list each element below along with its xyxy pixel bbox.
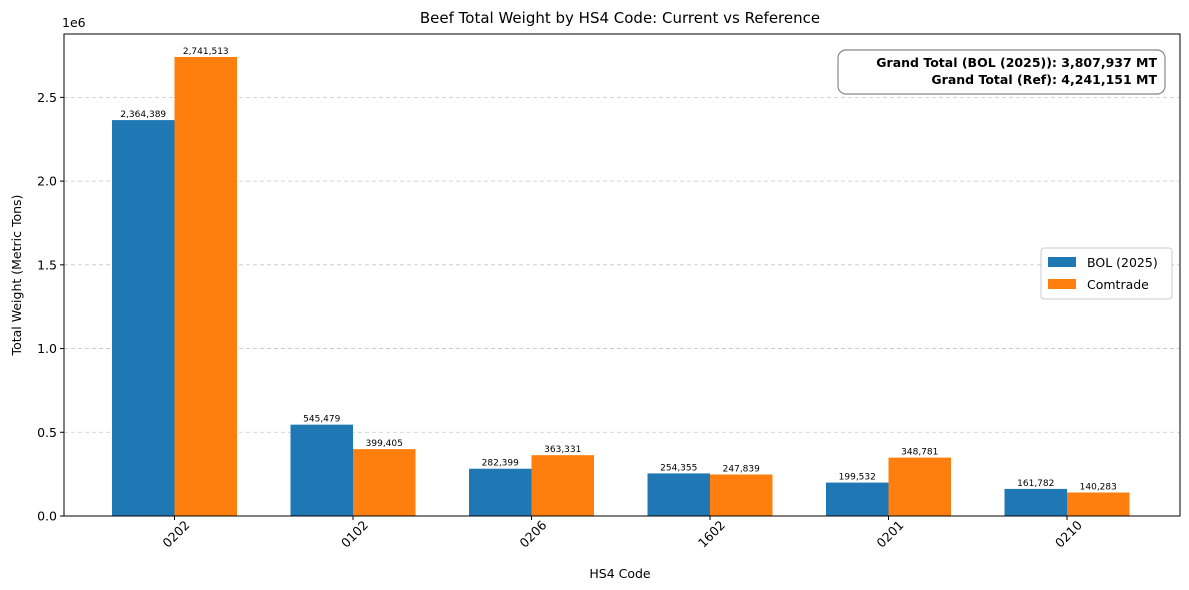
bar-bol bbox=[826, 482, 889, 516]
y-tick-label: 2.0 bbox=[37, 174, 57, 189]
bar-value-label: 161,782 bbox=[1017, 479, 1054, 489]
legend: BOL (2025) Comtrade bbox=[1040, 247, 1173, 300]
annotation-line-2: Grand Total (Ref): 4,241,151 MT bbox=[931, 72, 1157, 87]
bar-value-labels: 2,364,389 2,741,513 545,479 399,405 282,399 3… bbox=[120, 47, 1117, 493]
bar-comtrade bbox=[888, 457, 951, 516]
bar-comtrade bbox=[174, 56, 237, 517]
y-tick-label: 0.5 bbox=[37, 425, 57, 440]
y-axis: 0.0 0.5 1.0 1.5 2.0 2.5 bbox=[37, 90, 64, 524]
annotation-box bbox=[837, 49, 1166, 95]
grand-total-annotation: Grand Total (BOL (2025)): 3,807,937 MT G… bbox=[837, 49, 1166, 95]
bar-value-label: 363,331 bbox=[544, 445, 581, 455]
bar-value-label: 2,741,513 bbox=[183, 47, 229, 57]
y-tick-label: 0.0 bbox=[37, 509, 57, 524]
bar-bol bbox=[112, 120, 175, 517]
legend-label-comtrade: Comtrade bbox=[1087, 277, 1149, 292]
y-offset-label: 1e6 bbox=[62, 15, 86, 30]
x-tick-label: 0210 bbox=[1052, 517, 1085, 550]
legend-swatch-bol bbox=[1048, 257, 1076, 267]
legend-swatch-comtrade bbox=[1048, 279, 1076, 289]
bar-bol bbox=[1004, 488, 1067, 516]
bar-comtrade bbox=[710, 474, 773, 516]
grid-lines bbox=[64, 96, 1180, 433]
x-tick-label: 1602 bbox=[695, 517, 728, 550]
x-tick-label: 0206 bbox=[516, 517, 549, 550]
y-tick-label: 1.5 bbox=[37, 257, 57, 272]
bar-value-label: 199,532 bbox=[839, 473, 876, 483]
bar-comtrade bbox=[353, 449, 416, 516]
bar-comtrade bbox=[1067, 492, 1130, 516]
bar-comtrade bbox=[531, 455, 594, 516]
bar-value-label: 545,479 bbox=[303, 415, 340, 425]
bars bbox=[112, 56, 1130, 517]
bar-value-label: 282,399 bbox=[482, 459, 519, 469]
bar-value-label: 140,283 bbox=[1080, 483, 1117, 493]
x-axis: 0202 0102 0206 1602 0201 0210 bbox=[159, 516, 1085, 550]
bar-bol bbox=[290, 424, 353, 516]
plot-area bbox=[63, 33, 1181, 517]
legend-label-bol: BOL (2025) bbox=[1087, 255, 1158, 270]
chart-title: Beef Total Weight by HS4 Code: Current v… bbox=[420, 9, 820, 27]
y-tick-label: 1.0 bbox=[37, 341, 57, 356]
bar-value-label: 399,405 bbox=[366, 439, 403, 449]
bar-value-label: 348,781 bbox=[901, 448, 938, 458]
bar-value-label: 254,355 bbox=[660, 463, 697, 473]
x-tick-label: 0201 bbox=[873, 517, 906, 550]
x-tick-label: 0202 bbox=[159, 517, 192, 550]
x-tick-label: 0102 bbox=[338, 517, 371, 550]
y-tick-label: 2.5 bbox=[37, 90, 57, 105]
x-axis-label: HS4 Code bbox=[589, 566, 651, 581]
bar-bol bbox=[469, 468, 532, 516]
annotation-line-1: Grand Total (BOL (2025)): 3,807,937 MT bbox=[876, 55, 1157, 70]
bar-value-label: 2,364,389 bbox=[120, 110, 166, 120]
bar-bol bbox=[647, 473, 710, 516]
y-axis-label: Total Weight (Metric Tons) bbox=[9, 195, 24, 357]
bar-value-label: 247,839 bbox=[723, 465, 760, 475]
